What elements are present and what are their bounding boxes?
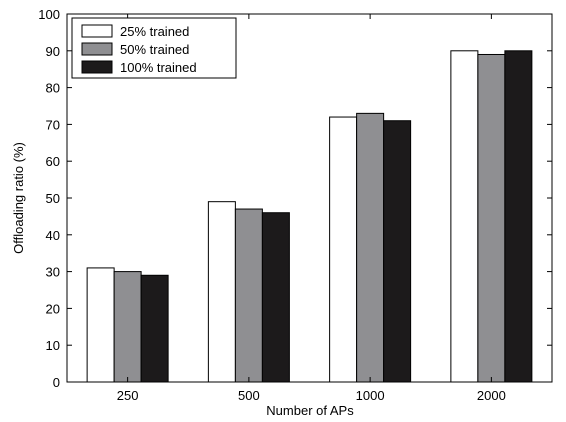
bar-2000-series-3 — [504, 50, 533, 383]
legend-swatch-100 — [81, 60, 113, 74]
legend-label-50: 50% trained — [120, 42, 189, 57]
x-tick-label: 500 — [238, 388, 260, 403]
legend-label-100: 100% trained — [120, 60, 197, 75]
y-tick-label: 30 — [46, 265, 60, 280]
y-axis-title: Offloading ratio (%) — [11, 142, 26, 254]
y-tick-label: 0 — [53, 375, 60, 390]
y-tick-label: 90 — [46, 44, 60, 59]
bar-1000-series-2 — [356, 112, 385, 383]
x-tick-label: 1000 — [356, 388, 385, 403]
x-tick-label: 2000 — [477, 388, 506, 403]
x-axis-title: Number of APs — [266, 403, 354, 418]
x-axis-ticks: 250 500 1000 2000 — [117, 14, 506, 403]
x-tick-label: 250 — [117, 388, 139, 403]
bar-2000-series-2 — [477, 53, 506, 383]
bar-500-series-2 — [234, 208, 263, 383]
y-tick-label: 20 — [46, 301, 60, 316]
y-tick-label: 70 — [46, 117, 60, 132]
bar-1000-series-3 — [383, 120, 412, 383]
bar-250-series-2 — [113, 271, 142, 383]
legend-swatch-50 — [81, 42, 113, 56]
bar-250-series-3 — [140, 274, 169, 383]
y-tick-label: 100 — [38, 7, 60, 22]
bar-500-series-3 — [261, 212, 290, 383]
y-tick-label: 10 — [46, 338, 60, 353]
y-axis-ticks: 0 10 20 30 40 50 60 70 80 90 100 — [38, 7, 552, 390]
plot-frame — [66, 13, 553, 383]
legend-label-25: 25% trained — [120, 24, 189, 39]
y-tick-label: 50 — [46, 191, 60, 206]
bar-2000-series-1 — [450, 50, 479, 383]
bars-group — [86, 50, 533, 383]
y-tick-label: 60 — [46, 154, 60, 169]
legend: 25% trained 50% trained 100% trained — [71, 17, 237, 79]
legend-swatch-25 — [81, 24, 113, 38]
y-tick-label: 80 — [46, 81, 60, 96]
y-tick-label: 40 — [46, 228, 60, 243]
bar-250-series-1 — [86, 267, 115, 383]
bar-500-series-1 — [207, 201, 236, 383]
bar-1000-series-1 — [329, 116, 358, 383]
